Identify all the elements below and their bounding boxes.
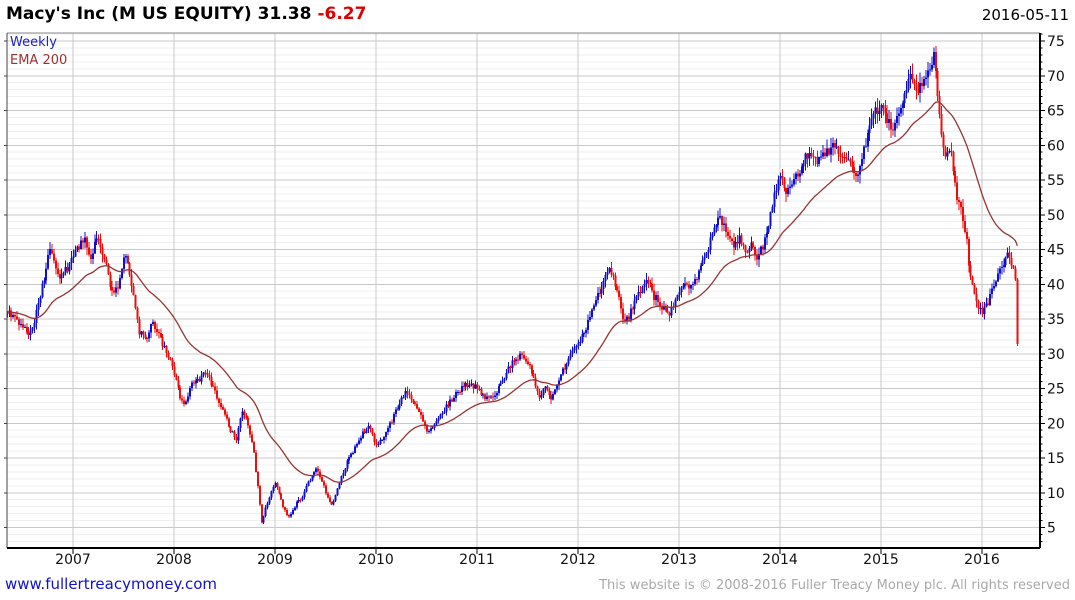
chart-date: 2016-05-11 [981, 6, 1069, 24]
svg-text:45: 45 [1047, 243, 1065, 259]
instrument-name: Macy's Inc (M US EQUITY) [6, 4, 252, 24]
legend-timeframe: Weekly [10, 35, 57, 50]
svg-text:2013: 2013 [661, 552, 697, 568]
svg-text:2016: 2016 [964, 552, 1000, 568]
svg-text:75: 75 [1047, 34, 1065, 50]
svg-text:70: 70 [1047, 69, 1065, 85]
svg-text:2014: 2014 [762, 552, 798, 568]
svg-text:55: 55 [1047, 173, 1065, 189]
svg-text:2012: 2012 [560, 552, 596, 568]
legend-ema200: EMA 200 [10, 53, 68, 68]
svg-text:2008: 2008 [156, 552, 192, 568]
svg-text:15: 15 [1047, 451, 1065, 467]
svg-text:35: 35 [1047, 312, 1065, 328]
svg-text:50: 50 [1047, 208, 1065, 224]
svg-text:2010: 2010 [358, 552, 394, 568]
svg-text:5: 5 [1047, 521, 1056, 537]
copyright-text: This website is © 2008-2016 Fuller Treac… [599, 578, 1070, 593]
svg-text:10: 10 [1047, 486, 1065, 502]
svg-text:2011: 2011 [459, 552, 495, 568]
chart-title: Macy's Inc (M US EQUITY) 31.38 -6.27 [6, 4, 366, 24]
svg-text:2015: 2015 [863, 552, 899, 568]
price-change: -6.27 [317, 4, 367, 24]
svg-text:25: 25 [1047, 382, 1065, 398]
svg-text:60: 60 [1047, 138, 1065, 154]
legend: Weekly EMA 200 [10, 34, 67, 70]
svg-text:2009: 2009 [257, 552, 293, 568]
website-link[interactable]: www.fullertreacymoney.com [5, 575, 218, 593]
last-price: 31.38 [257, 4, 312, 24]
svg-text:65: 65 [1047, 104, 1065, 120]
svg-text:30: 30 [1047, 347, 1065, 363]
svg-text:40: 40 [1047, 277, 1065, 293]
svg-text:20: 20 [1047, 416, 1065, 432]
svg-text:2007: 2007 [55, 552, 91, 568]
